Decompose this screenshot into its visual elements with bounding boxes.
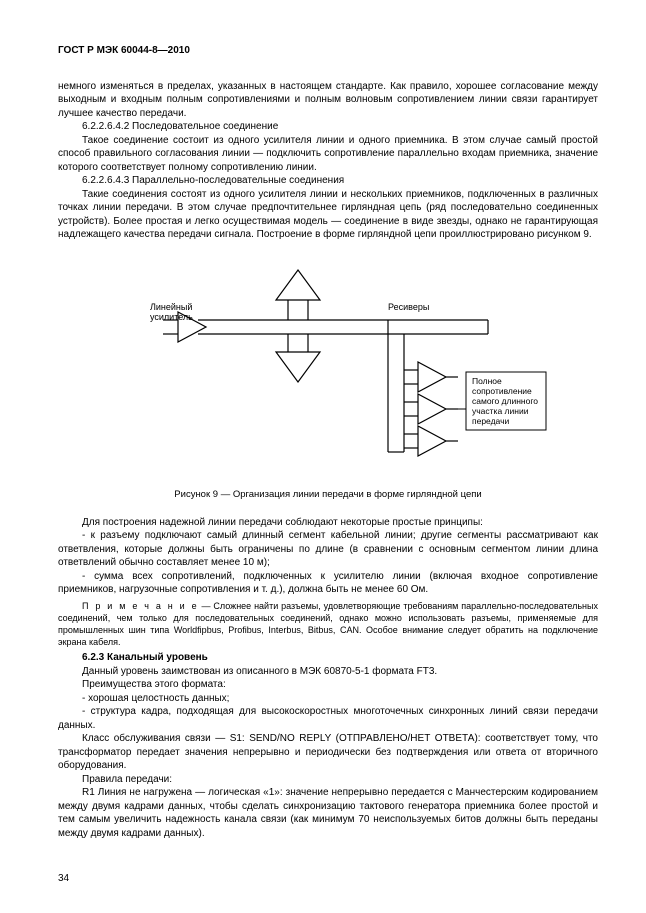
- para-adv1: - хорошая целостность данных;: [58, 692, 598, 706]
- label-receivers: Ресиверы: [388, 302, 429, 312]
- figure-9: Линейныйусилитель Ресиверы Полное сопрот…: [108, 252, 548, 482]
- para-intro: немного изменяться в пределах, указанных…: [58, 80, 598, 121]
- label-amplifier: Линейныйусилитель: [150, 302, 193, 322]
- para-r1: R1 Линия не нагружена — логическая «1»: …: [58, 786, 598, 840]
- doc-header: ГОСТ Р МЭК 60044-8—2010: [58, 44, 598, 58]
- para-rules: Правила передачи:: [58, 773, 598, 787]
- note-label: П р и м е ч а н и е: [82, 601, 199, 611]
- para-bullet2: - сумма всех сопротивлений, подключенных…: [58, 570, 598, 597]
- para-principles: Для построения надежной линии передачи с…: [58, 516, 598, 530]
- para-adv2: - структура кадра, подходящая для высоко…: [58, 705, 598, 732]
- heading-6-2-2-6-4-3: 6.2.2.6.4.3 Параллельно-последовательные…: [58, 174, 598, 188]
- para-serial: Такое соединение состоит из одного усили…: [58, 134, 598, 175]
- page-number: 34: [58, 872, 69, 886]
- para-ft3: Данный уровень заимствован из описанного…: [58, 665, 598, 679]
- para-bullet1: - к разъему подключают самый длинный сег…: [58, 529, 598, 570]
- para-service-class: Класс обслуживания связи — S1: SEND/NO R…: [58, 732, 598, 773]
- daisy-chain-diagram: Линейныйусилитель Ресиверы Полное сопрот…: [108, 252, 548, 477]
- para-parallel: Такие соединения состоят из одного усили…: [58, 188, 598, 242]
- heading-6-2-2-6-4-2: 6.2.2.6.4.2 Последовательное соединение: [58, 120, 598, 134]
- figure-caption: Рисунок 9 — Организация линии передачи в…: [58, 489, 598, 502]
- note: П р и м е ч а н и е — Сложнее найти разъ…: [58, 600, 598, 649]
- para-advantages: Преимущества этого формата:: [58, 678, 598, 692]
- heading-6-2-3: 6.2.3 Канальный уровень: [58, 651, 598, 665]
